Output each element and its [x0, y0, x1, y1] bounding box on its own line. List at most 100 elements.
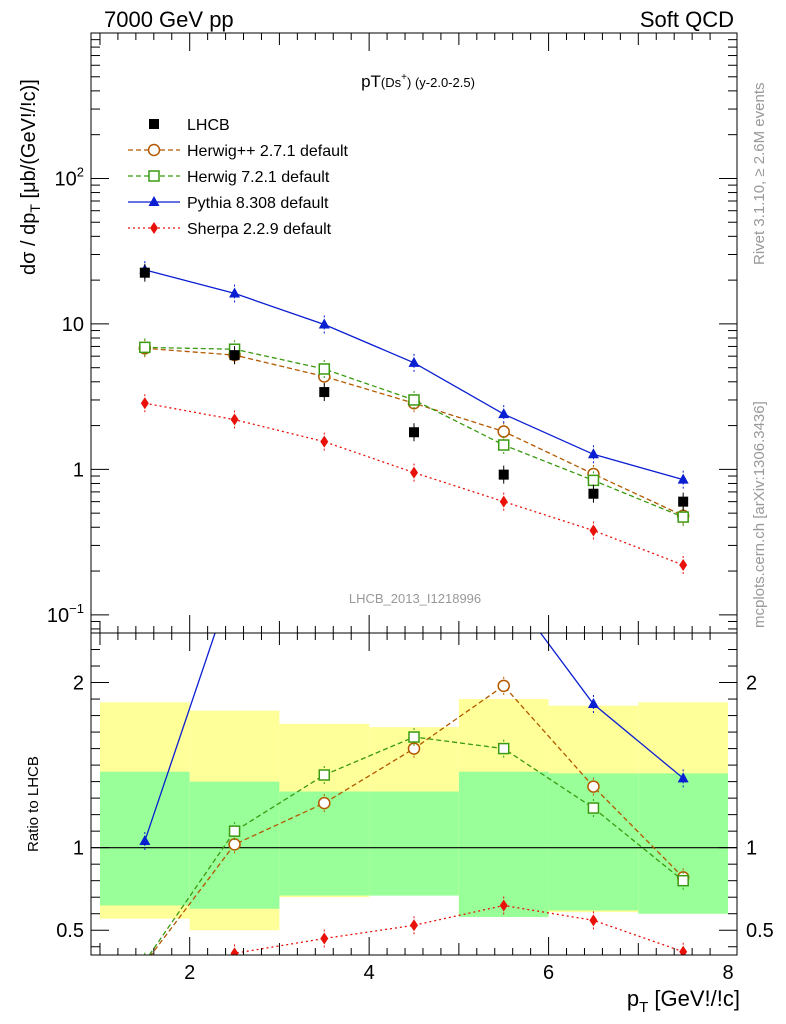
y-tick-label-base: 1 — [73, 459, 84, 481]
main-data-point — [410, 466, 418, 479]
ratio-plot-area — [139, 511, 690, 998]
legend-label: Pythia 8.308 default — [187, 195, 329, 212]
ratio-data-point — [587, 698, 599, 709]
main-data-point — [140, 397, 149, 410]
main-data-point — [677, 511, 689, 523]
ratio-data-point — [587, 802, 600, 814]
band-green — [638, 773, 729, 914]
ratio-y-tick-label-right: 0.5 — [746, 920, 774, 942]
y-tick-label-exponent: 2 — [77, 164, 84, 179]
header-right: Soft QCD — [640, 7, 734, 32]
main-data-point — [229, 287, 241, 298]
legend-marker — [149, 119, 159, 129]
ratio-data-point — [230, 947, 239, 955]
main-data-point — [409, 427, 419, 438]
x-tick-label: 2 — [184, 962, 195, 984]
ratio-y-tick-label-left: 0.5 — [56, 920, 84, 942]
ratio-y-tick-label-right: 1 — [746, 838, 757, 860]
legend-item: LHCB — [149, 117, 230, 134]
ratio-data-point — [409, 511, 420, 521]
y-tick-label: 10 — [62, 314, 84, 336]
ratio-data-point — [407, 742, 421, 755]
ratio-data-point — [139, 835, 151, 846]
ratio-data-point — [228, 825, 241, 837]
ratio-data-point — [497, 742, 510, 755]
main-series-sherpa-2-2-9-default — [140, 394, 688, 575]
main-data-point — [320, 435, 329, 448]
ratio-data-point — [318, 769, 331, 781]
legend-label: Herwig 7.2.1 default — [187, 169, 330, 186]
ratio-panel: 0.5 0.5 1 1 2 2 2 4 6 8 Ratio to LHCB pT [GeV!/!c… — [25, 511, 774, 1016]
ratio-data-point — [679, 945, 688, 955]
main-data-point — [230, 413, 239, 426]
ratio-data-point — [140, 957, 150, 967]
legend-item: Herwig++ 2.7.1 default — [128, 143, 349, 160]
mcplots-label: mcplots.cern.ch [arXiv:1306.3436] — [751, 401, 768, 628]
legend-label: LHCB — [187, 117, 230, 134]
main-data-point — [318, 363, 331, 375]
main-data-point — [497, 425, 510, 438]
ratio-data-point — [141, 986, 149, 998]
rivet-version-label: Rivet 3.1.10, ≥ 2.6M events — [751, 83, 768, 266]
ratio-data-point — [228, 838, 241, 851]
main-plot-area — [138, 260, 690, 575]
x-tick-label: 8 — [722, 962, 733, 984]
ratio-data-point — [408, 731, 420, 743]
y-tick-label-exponent: −1 — [69, 601, 84, 616]
main-data-point — [678, 496, 689, 507]
ratio-data-point — [589, 914, 598, 927]
ratio-axis-ticks: 0.5 0.5 1 1 2 2 2 4 6 8 — [56, 633, 774, 984]
legend-marker — [147, 143, 161, 157]
y-tick-label: 10−1 — [47, 601, 84, 627]
header-left: 7000 GeV pp — [104, 7, 234, 32]
band-green — [548, 773, 639, 911]
main-data-point — [679, 559, 688, 572]
x-axis-label: pT [GeV!/!c] — [627, 986, 740, 1016]
legend-item: Herwig 7.2.1 default — [128, 169, 330, 186]
plot-title: pT(Ds+) (y-2.0-2.5) — [361, 72, 475, 91]
y-tick-label-base: 10 — [62, 314, 84, 336]
main-data-point — [497, 439, 510, 451]
ratio-y-tick-label-left: 2 — [73, 673, 84, 695]
main-data-point — [587, 448, 599, 459]
main-data-point — [408, 394, 420, 406]
ratio-data-point — [677, 772, 689, 783]
ratio-data-point — [497, 679, 510, 693]
ratio-y-axis-label: Ratio to LHCB — [25, 756, 42, 852]
main-y-axis-label: dσ / dpT [μb/(GeV!/!c)] — [18, 79, 43, 275]
y-tick-label-base: 10 — [55, 168, 77, 190]
ratio-data-point — [499, 899, 508, 912]
main-data-point — [498, 408, 510, 419]
main-series-lhcb — [139, 263, 689, 511]
legend-label: Sherpa 2.2.9 default — [187, 221, 332, 238]
main-data-point — [319, 387, 330, 398]
ratio-data-point — [587, 780, 600, 793]
ratio-data-point — [229, 569, 240, 579]
ratio-data-point — [677, 874, 689, 887]
band-green — [458, 771, 549, 918]
main-data-point — [677, 473, 689, 484]
main-data-point — [139, 267, 150, 278]
legend-marker — [148, 196, 160, 206]
y-tick-label: 102 — [55, 164, 84, 190]
y-tick-label-base: 10 — [47, 605, 69, 627]
ratio-uncertainty-bands — [91, 699, 737, 931]
y-tick-label: 1 — [73, 459, 84, 481]
main-series-line — [144, 269, 684, 481]
main-data-point — [587, 474, 600, 487]
legend-label: Herwig++ 2.7.1 default — [187, 143, 349, 160]
ratio-data-point — [410, 919, 418, 932]
x-tick-label: 4 — [364, 962, 375, 984]
main-data-point — [499, 495, 508, 508]
x-tick-label: 6 — [543, 962, 554, 984]
legend-marker — [148, 170, 160, 182]
analysis-label: LHCB_2013_I1218996 — [349, 591, 481, 606]
main-data-point — [588, 488, 599, 499]
ratio-y-tick-label-right: 2 — [746, 673, 757, 695]
legend-marker — [150, 222, 158, 234]
main-series-pythia-8-308-default — [139, 260, 689, 489]
main-data-point — [408, 356, 420, 367]
ratio-series-herwig-7-2-1-default — [140, 728, 689, 967]
